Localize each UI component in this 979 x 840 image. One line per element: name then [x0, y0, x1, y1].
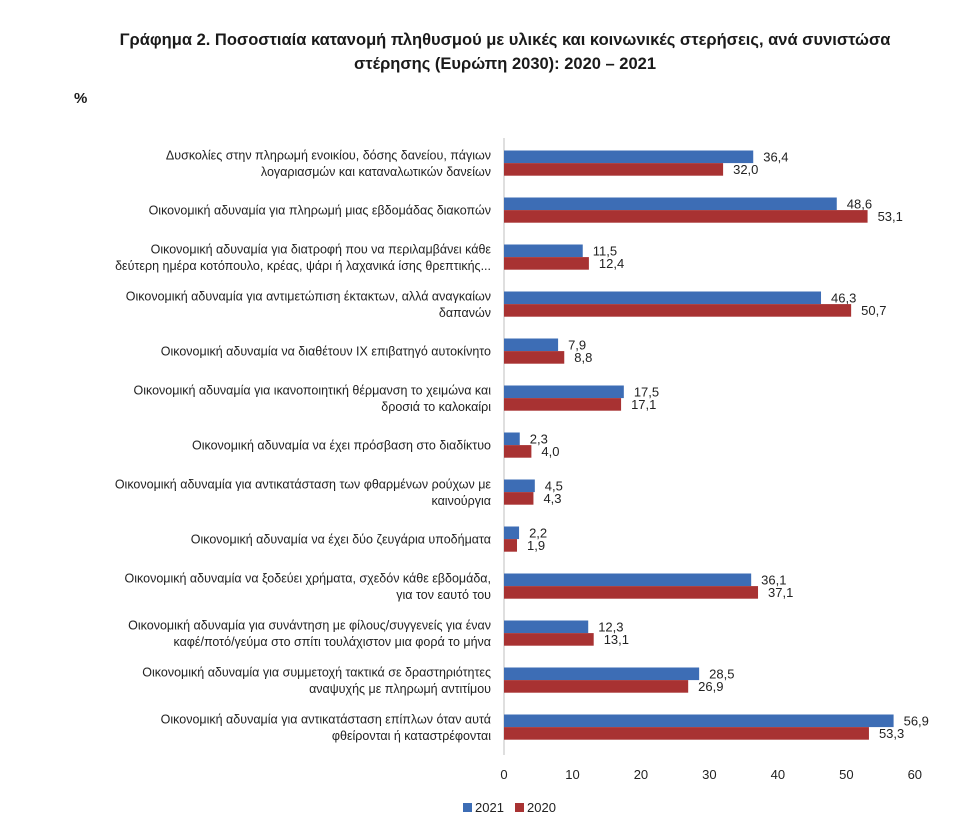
value-label-2021: 7,9 — [568, 337, 586, 352]
bar-2021 — [504, 385, 624, 399]
category-label: Οικονομική αδυναμία για συνάντηση με φίλ… — [128, 618, 491, 632]
legend-swatch-2020 — [515, 803, 524, 812]
bar-2020 — [504, 539, 518, 552]
value-label-2021: 36,1 — [761, 572, 786, 587]
x-tick-label: 0 — [500, 767, 507, 782]
value-label-2020: 8,8 — [574, 350, 592, 365]
category-label: δεύτερη ημέρα κοτόπουλο, κρέας, ψάρι ή λ… — [115, 259, 491, 273]
x-tick-label: 40 — [771, 767, 785, 782]
value-label-2021: 56,9 — [904, 713, 929, 728]
bar-2020 — [504, 586, 759, 599]
value-label-2020: 32,0 — [733, 162, 758, 177]
category-label: δαπανών — [439, 306, 491, 320]
bar-2021 — [504, 479, 535, 493]
category-label: Οικονομική αδυναμία για συμμετοχή τακτικ… — [142, 665, 491, 679]
category-label: Οικονομική αδυναμία για αντικατάσταση τω… — [115, 477, 492, 491]
value-label-2021: 48,6 — [847, 196, 872, 211]
category-label: δροσιά το καλοκαίρι — [381, 400, 491, 414]
legend-label-2020: 2020 — [527, 800, 556, 815]
bar-2021 — [504, 244, 583, 258]
bar-2020 — [504, 680, 689, 693]
bar-2020 — [504, 210, 868, 223]
value-label-2020: 50,7 — [861, 303, 886, 318]
category-label: αναψυχής με πληρωμή αντιτίμου — [309, 682, 491, 696]
x-tick-label: 30 — [702, 767, 716, 782]
value-label-2020: 17,1 — [631, 397, 656, 412]
category-label: φθείρονται ή καταστρέφονται — [332, 729, 491, 743]
category-label: Οικονομική αδυναμία να έχει δύο ζευγάρια… — [191, 533, 491, 547]
category-label: Οικονομική αδυναμία να ξοδεύει χρήματα, … — [125, 571, 491, 585]
bar-2021 — [504, 432, 520, 446]
bar-2020 — [504, 351, 565, 364]
value-label-2020: 12,4 — [599, 256, 624, 271]
bar-2020 — [504, 257, 589, 270]
bar-2021 — [504, 291, 822, 305]
bar-2021 — [504, 667, 700, 681]
value-label-2021: 28,5 — [709, 666, 734, 681]
value-label-2021: 2,3 — [530, 431, 548, 446]
x-tick-label: 20 — [634, 767, 648, 782]
category-label: καφέ/ποτό/γεύμα στο σπίτι τουλάχιστον μι… — [173, 635, 491, 649]
category-label: Οικονομική αδυναμία για αντιμετώπιση έκτ… — [126, 289, 491, 303]
value-label-2020: 53,1 — [878, 209, 903, 224]
category-label: Δυσκολίες στην πληρωμή ενοικίου, δόσης δ… — [166, 148, 491, 162]
bar-2021 — [504, 526, 520, 540]
category-label: λογαριασμών και καταναλωτικών δανείων — [261, 165, 491, 179]
category-label: καινούργια — [431, 494, 491, 508]
x-tick-label: 60 — [908, 767, 922, 782]
value-label-2021: 4,5 — [545, 478, 563, 493]
category-label: Οικονομική αδυναμία για πληρωμή μιας εβδ… — [149, 204, 491, 218]
x-tick-label: 50 — [839, 767, 853, 782]
x-tick-label: 10 — [565, 767, 579, 782]
value-label-2021: 17,5 — [634, 384, 659, 399]
value-label-2020: 53,3 — [879, 726, 904, 741]
value-label-2020: 4,0 — [541, 444, 559, 459]
bar-2020 — [504, 163, 724, 176]
bar-2020 — [504, 398, 622, 411]
value-label-2021: 2,2 — [529, 525, 547, 540]
value-label-2020: 1,9 — [527, 538, 545, 553]
category-label: Οικονομική αδυναμία να διαθέτουν ΙΧ επιβ… — [161, 345, 491, 359]
value-label-2020: 4,3 — [543, 491, 561, 506]
category-label: Οικονομική αδυναμία για διατροφή που να … — [151, 242, 492, 256]
value-label-2021: 11,5 — [593, 243, 617, 258]
category-label: Οικονομική αδυναμία να έχει πρόσβαση στο… — [192, 439, 491, 453]
bar-2020 — [504, 304, 852, 317]
category-label: Οικονομική αδυναμία για αντικατάσταση επ… — [161, 712, 491, 726]
chart-title-line-2: στέρησης (Ευρώπη 2030): 2020 – 2021 — [353, 55, 657, 73]
bar-2021 — [504, 620, 589, 634]
chart-title: Γράφημα 2. Ποσοστιαία κατανομή πληθυσμού… — [60, 28, 950, 76]
value-label-2021: 46,3 — [831, 290, 856, 305]
bar-2020 — [504, 445, 532, 458]
bar-2021 — [504, 150, 754, 164]
category-label: Οικονομική αδυναμία για ικανοποιητική θέ… — [133, 383, 491, 397]
category-label: για τον εαυτό του — [396, 588, 491, 602]
value-label-2020: 13,1 — [604, 632, 629, 647]
value-label-2021: 36,4 — [763, 149, 788, 164]
legend-label-2021: 2021 — [475, 800, 504, 815]
bar-2021 — [504, 197, 837, 211]
bar-2020 — [504, 492, 534, 505]
legend-swatch-2021 — [463, 803, 472, 812]
bar-2021 — [504, 338, 559, 352]
chart-title-line-1: Γράφημα 2. Ποσοστιαία κατανομή πληθυσμού… — [119, 31, 891, 49]
bar-2021 — [504, 714, 894, 728]
value-label-2020: 26,9 — [698, 679, 723, 694]
bar-2021 — [504, 573, 752, 587]
unit-label: % — [74, 90, 88, 107]
bar-2020 — [504, 633, 594, 646]
value-label-2021: 12,3 — [598, 619, 623, 634]
bar-2020 — [504, 727, 869, 740]
value-label-2020: 37,1 — [768, 585, 793, 600]
